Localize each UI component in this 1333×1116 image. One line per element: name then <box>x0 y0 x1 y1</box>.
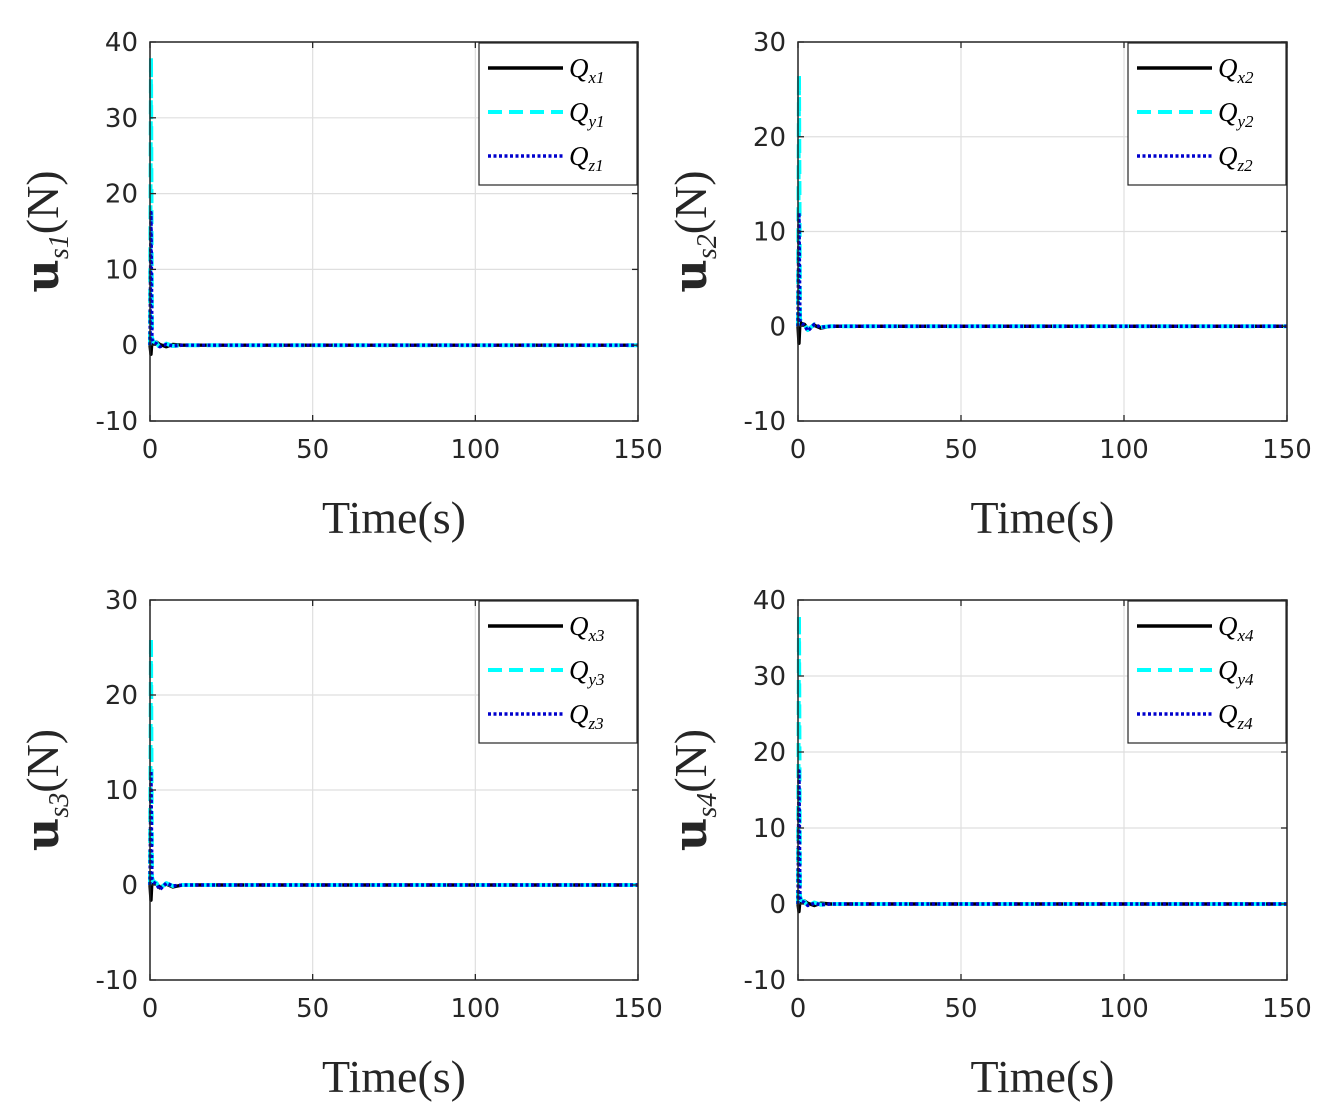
y-tick-label: -10 <box>744 966 786 996</box>
y-tick-label: 20 <box>105 180 138 210</box>
y-tick-label: -10 <box>96 407 138 437</box>
legend-label-x1: Qx1 <box>569 53 605 87</box>
x-tick-label: 50 <box>296 994 329 1024</box>
x-axis-label: Time(s) <box>971 492 1115 543</box>
x-tick-label: 100 <box>451 994 501 1024</box>
legend: Qx4 Qy4 Qz4 <box>1127 600 1287 744</box>
x-tick-label: 0 <box>790 435 807 465</box>
subplot-3: 0 50 100 150-100102030Time(s)us3(N)Qx3Qy3Qz… <box>15 586 663 1102</box>
legend: Qx2 Qy2 Qz2 <box>1127 42 1287 186</box>
y-tick-label: 10 <box>753 218 786 248</box>
legend: Qx3 Qy3 Qz3 <box>478 600 638 744</box>
y-tick-label: -10 <box>96 966 138 996</box>
series-line-z4 <box>796 769 1287 908</box>
x-tick-label: 150 <box>613 435 663 465</box>
series-line-y3 <box>148 636 638 891</box>
legend-label-z1: Qz1 <box>569 141 604 175</box>
series-line-z2 <box>796 210 1287 333</box>
x-tick-label: 100 <box>1099 435 1149 465</box>
x-tick-label: 0 <box>142 994 159 1024</box>
y-tick-label: 0 <box>121 331 138 361</box>
x-tick-label: 50 <box>296 435 329 465</box>
y-axis-label: us3(N) <box>15 729 75 851</box>
y-tick-label: 0 <box>769 312 786 342</box>
legend-label-x3: Qx3 <box>569 611 605 645</box>
legend-label-y3: Qy3 <box>569 655 605 689</box>
y-axis-label: us1(N) <box>15 170 75 292</box>
series-line-z1 <box>148 210 638 349</box>
y-tick-label: 30 <box>753 662 786 692</box>
x-tick-label: 150 <box>1262 435 1312 465</box>
x-tick-label: 50 <box>944 435 977 465</box>
y-tick-label: 20 <box>105 681 138 711</box>
x-tick-label: 100 <box>451 435 501 465</box>
x-axis-label: Time(s) <box>322 1051 466 1102</box>
x-tick-label: 0 <box>142 435 159 465</box>
x-tick-label: 0 <box>790 994 807 1024</box>
series-line-y4 <box>796 613 1287 909</box>
axes-frame <box>797 599 1288 981</box>
x-tick-label: 150 <box>613 994 663 1024</box>
y-tick-label: 20 <box>753 123 786 153</box>
y-axis-label: us2(N) <box>663 170 723 292</box>
legend-label-y1: Qy1 <box>569 97 605 131</box>
x-axis-label: Time(s) <box>971 1051 1115 1102</box>
y-tick-label: 20 <box>753 738 786 768</box>
legend-label-z3: Qz3 <box>569 699 604 733</box>
legend-label-z2: Qz2 <box>1218 141 1253 175</box>
y-tick-label: -10 <box>744 407 786 437</box>
y-tick-label: 40 <box>753 586 786 616</box>
legend-label-y2: Qy2 <box>1218 97 1254 131</box>
x-axis-label: Time(s) <box>322 492 466 543</box>
subplot-2: 0 50 100 150-100102030Time(s)us2(N)Qx2Qy2Qz… <box>663 28 1312 543</box>
series-line-z3 <box>148 769 638 892</box>
y-tick-label: 0 <box>769 890 786 920</box>
series-line-x1 <box>148 338 638 356</box>
subplot-1: 0 50 100 150-10010203040Time(s)us1(N)Qx1Qy1… <box>15 28 663 543</box>
subplot-4: 0 50 100 150-10010203040Time(s)us4(N)Qx4Qy4… <box>663 586 1312 1102</box>
x-tick-label: 150 <box>1262 994 1312 1024</box>
x-tick-label: 50 <box>944 994 977 1024</box>
y-tick-label: 10 <box>753 814 786 844</box>
series-line-y1 <box>148 55 638 350</box>
y-tick-label: 30 <box>105 586 138 616</box>
axes-frame <box>149 41 639 422</box>
y-tick-label: 10 <box>105 255 138 285</box>
legend: Qx1 Qy1 Qz1 <box>478 42 638 186</box>
y-axis-label: us4(N) <box>663 729 723 851</box>
y-tick-label: 30 <box>753 28 786 58</box>
y-tick-label: 30 <box>105 104 138 134</box>
legend-label-y4: Qy4 <box>1218 655 1254 689</box>
y-tick-label: 40 <box>105 28 138 58</box>
legend-label-x2: Qx2 <box>1218 53 1254 87</box>
y-tick-label: 10 <box>105 776 138 806</box>
y-tick-label: 0 <box>121 871 138 901</box>
x-tick-label: 100 <box>1099 994 1149 1024</box>
legend-label-x4: Qx4 <box>1218 611 1254 645</box>
legend-label-z4: Qz4 <box>1218 699 1253 733</box>
